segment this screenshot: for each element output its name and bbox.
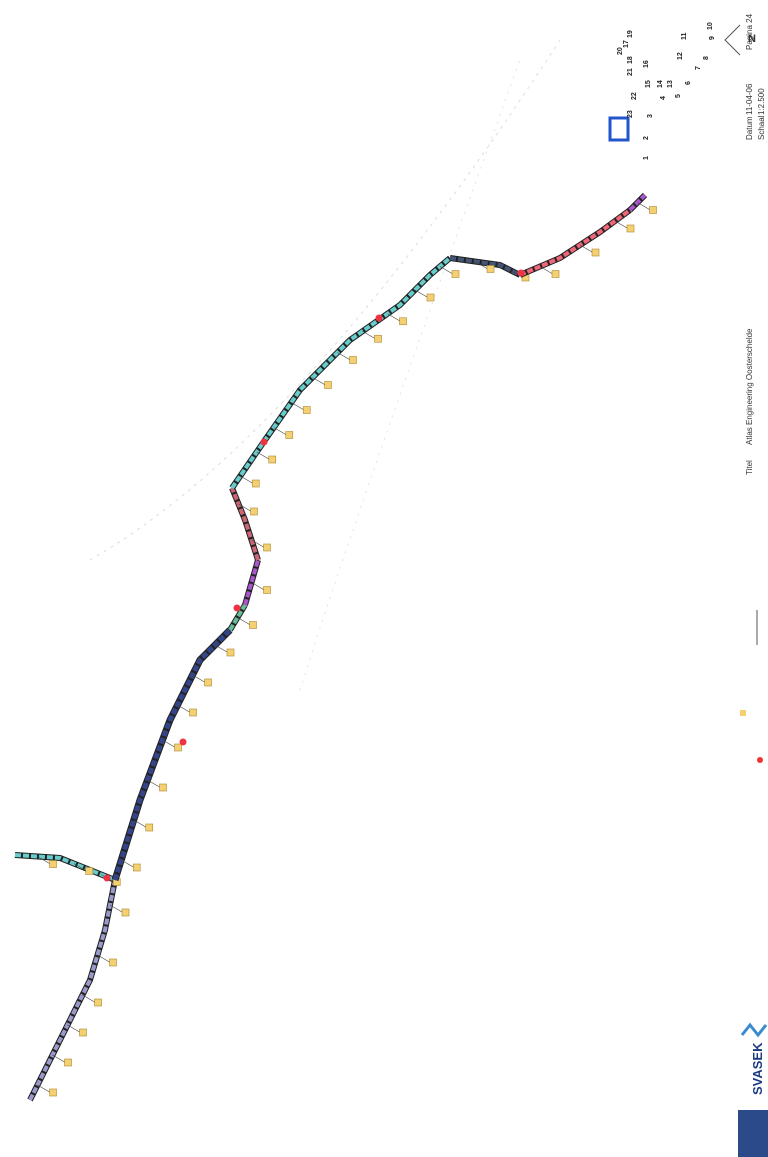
page-text: Pagina 24 xyxy=(745,13,754,50)
lamp-post xyxy=(592,249,599,256)
lamp-post xyxy=(325,382,332,389)
lamp-post xyxy=(65,1059,72,1066)
lamp-post xyxy=(133,864,140,871)
lamp-post xyxy=(50,1089,57,1096)
junction-marker xyxy=(376,315,383,322)
sheet-number: 17 xyxy=(623,40,630,48)
sheet-number: 19 xyxy=(627,30,634,38)
lamp-post xyxy=(110,959,117,966)
sheet-number: 14 xyxy=(657,80,664,88)
sheet-number: 16 xyxy=(643,60,650,68)
title-label: Titel xyxy=(745,460,754,475)
sheet-number: 4 xyxy=(660,96,667,100)
logo-text: SVASEK xyxy=(750,1042,765,1095)
lamp-post xyxy=(86,868,93,875)
sheet-number: 22 xyxy=(631,92,638,100)
sheet-number: 11 xyxy=(681,32,688,40)
lamp-post xyxy=(350,357,357,364)
lamp-post xyxy=(146,824,153,831)
lamp-post xyxy=(190,709,197,716)
lamp-post xyxy=(252,480,259,487)
sheet-number: 10 xyxy=(707,22,714,30)
lamp-post xyxy=(627,225,634,232)
junction-marker xyxy=(180,739,187,746)
lamp-post xyxy=(80,1029,87,1036)
lamp-post xyxy=(264,544,271,551)
sheet-number: 5 xyxy=(675,94,682,98)
date-label: Datum xyxy=(745,116,754,140)
sheet-number: 9 xyxy=(709,36,716,40)
title-text: Atlas Engineering Oosterschelde xyxy=(745,328,754,445)
lamp-post xyxy=(50,861,57,868)
sheet-number: 1 xyxy=(643,156,650,160)
date-text: 11-04-06 xyxy=(745,83,754,115)
lamp-post xyxy=(487,266,494,273)
lamp-post xyxy=(122,909,129,916)
sheet-number: 15 xyxy=(645,80,652,88)
lamp-post xyxy=(427,294,434,301)
sheet-number: 7 xyxy=(695,66,702,70)
legend-dot xyxy=(757,757,763,763)
lamp-post xyxy=(95,999,102,1006)
lamp-post xyxy=(375,335,382,342)
lamp-post xyxy=(160,784,167,791)
lamp-post xyxy=(205,679,212,686)
lamp-post xyxy=(552,271,559,278)
lamp-post xyxy=(650,207,657,214)
lamp-post xyxy=(264,587,271,594)
scale-label: Schaal xyxy=(757,115,766,140)
lamp-post xyxy=(250,622,257,629)
sheet-number: 20 xyxy=(617,47,624,55)
sheet-number: 21 xyxy=(627,68,634,76)
junction-marker xyxy=(234,605,241,612)
lamp-post xyxy=(400,318,407,325)
junction-marker xyxy=(104,875,111,882)
sheet-number: 6 xyxy=(685,81,692,85)
lamp-post xyxy=(175,744,182,751)
lamp-post xyxy=(286,432,293,439)
sheet-number: 23 xyxy=(627,110,634,118)
sheet-number: 13 xyxy=(667,80,674,88)
lamp-post xyxy=(269,456,276,463)
sheet-number: 18 xyxy=(627,56,634,64)
lamp-post xyxy=(251,508,258,515)
sheet-number: 2 xyxy=(643,136,650,140)
sheet-number: 12 xyxy=(677,52,684,60)
lamp-post xyxy=(303,407,310,414)
lamp-post xyxy=(452,271,459,278)
junction-marker xyxy=(518,270,525,277)
sheet-number: 3 xyxy=(647,114,654,118)
background xyxy=(0,0,768,1157)
map-sheet: N 1234567891011121314151617181920212223 … xyxy=(0,0,768,1157)
lamp-post xyxy=(227,649,234,656)
sheet-number: 8 xyxy=(703,56,710,60)
legend-lamp xyxy=(740,710,746,716)
junction-marker xyxy=(261,439,268,446)
logo-block xyxy=(738,1110,768,1157)
scale-text: 1:2.500 xyxy=(757,88,766,115)
